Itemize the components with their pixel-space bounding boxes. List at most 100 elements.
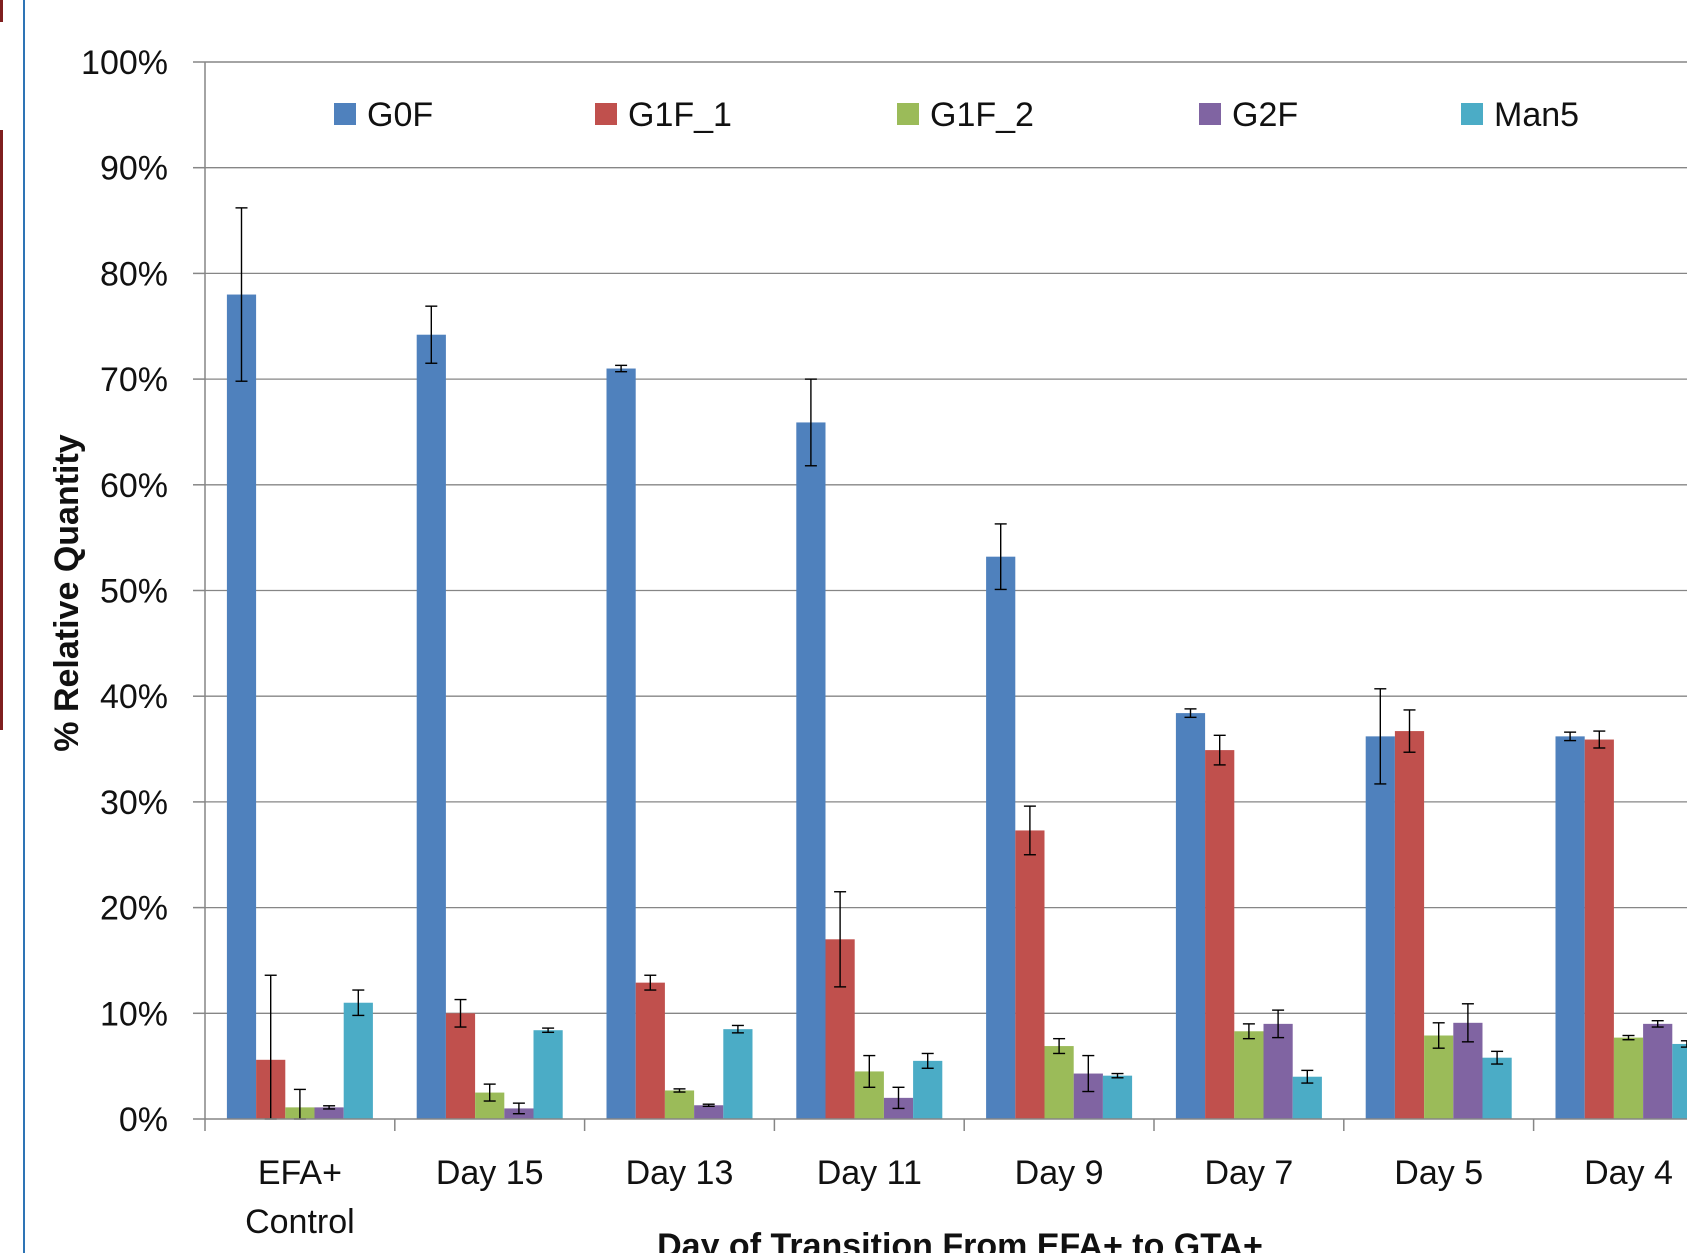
x-category-label: Day 7 xyxy=(1204,1154,1293,1192)
bar-g0f xyxy=(1365,736,1395,1119)
y-tick-label: 100% xyxy=(81,44,168,82)
bar-g1f-2 xyxy=(1424,1035,1454,1119)
legend: G0F G1F_1 G1F_2 G2F Man5 xyxy=(334,96,1579,134)
legend-label: G1F_1 xyxy=(628,96,732,134)
gridlines xyxy=(193,61,1687,1120)
error-bar xyxy=(994,523,1007,591)
slide-border-accent-bar xyxy=(0,130,3,730)
legend-item: G2F xyxy=(1199,96,1298,134)
legend-item: G1F_2 xyxy=(897,96,1034,134)
error-bar xyxy=(323,1105,336,1110)
y-axis-ticks: 0% 10% 20% 30% 40% 50% 60% 70% 80% 90% 100% xyxy=(81,44,168,1139)
error-bar xyxy=(1491,1050,1504,1065)
legend-swatch xyxy=(1199,103,1221,125)
legend-swatch xyxy=(595,103,617,125)
error-bar xyxy=(1213,734,1226,766)
bar-man5 xyxy=(723,1029,753,1119)
bar-g1f-1 xyxy=(635,982,665,1119)
x-axis-label: Day of Transition From EFA+ to GTA+ xyxy=(657,1227,1263,1253)
bar-g2f xyxy=(1263,1023,1293,1119)
x-category-label: Day 9 xyxy=(1015,1154,1104,1192)
error-bar xyxy=(1053,1037,1066,1055)
bar-g2f xyxy=(1643,1023,1673,1119)
bar-g2f xyxy=(694,1105,724,1119)
bar-g1f-1 xyxy=(1584,739,1614,1119)
error-bar xyxy=(673,1088,686,1093)
bar-g1f-1 xyxy=(1205,750,1235,1119)
legend-label: Man5 xyxy=(1494,96,1579,134)
error-bar xyxy=(1082,1054,1095,1093)
bar-g0f xyxy=(416,334,446,1119)
legend-swatch xyxy=(1461,103,1483,125)
bar-g1f-2 xyxy=(1613,1037,1644,1119)
error-bar xyxy=(352,989,365,1017)
x-category-label: Control xyxy=(245,1203,355,1241)
legend-label: G0F xyxy=(367,96,433,134)
legend-item: G1F_1 xyxy=(595,96,732,134)
bar-g0f xyxy=(796,422,826,1119)
x-category-label: Day 4 xyxy=(1584,1154,1673,1192)
slide-border-accent-tab xyxy=(0,0,3,22)
error-bar xyxy=(1461,1003,1474,1043)
error-bar xyxy=(1564,731,1577,742)
x-category-label: Day 5 xyxy=(1394,1154,1483,1192)
error-bar xyxy=(1111,1072,1124,1079)
error-bar xyxy=(1651,1019,1664,1028)
legend-swatch xyxy=(897,103,919,125)
x-axis-categories: EFA+ Control Day 15 Day 13 Day 11 Day 9 Day 7 D… xyxy=(245,1154,1673,1241)
error-bar xyxy=(921,1052,934,1069)
error-bar xyxy=(425,305,438,364)
bar-g2f xyxy=(314,1107,344,1119)
bar-g1f-2 xyxy=(664,1090,695,1119)
bar-g1f-1 xyxy=(445,1013,476,1119)
bar-man5 xyxy=(343,1002,373,1119)
error-bar xyxy=(863,1054,876,1088)
y-tick-label: 30% xyxy=(100,784,168,822)
error-bar xyxy=(1403,709,1416,753)
bar-g1f-2 xyxy=(1234,1031,1264,1119)
legend-label: G1F_2 xyxy=(930,96,1034,134)
error-bar xyxy=(1432,1022,1445,1049)
y-tick-label: 60% xyxy=(100,467,168,505)
bar-man5 xyxy=(913,1060,943,1119)
error-bar xyxy=(1023,805,1036,856)
error-bar xyxy=(1301,1069,1314,1084)
bar-man5 xyxy=(533,1030,563,1119)
error-bar xyxy=(1272,1009,1285,1039)
bar-man5 xyxy=(1672,1043,1687,1119)
bar-g0f xyxy=(986,556,1016,1119)
bar-man5 xyxy=(1102,1075,1133,1119)
bar-g0f xyxy=(1555,736,1585,1119)
y-tick-label: 40% xyxy=(100,678,168,716)
error-bar xyxy=(512,1102,525,1115)
bar-series xyxy=(226,294,1687,1119)
error-bar xyxy=(542,1027,555,1034)
bar-g1f-2 xyxy=(1044,1046,1074,1119)
error-bar xyxy=(702,1103,715,1108)
legend-label: G2F xyxy=(1232,96,1298,134)
bar-g1f-1 xyxy=(1015,830,1045,1119)
error-bars xyxy=(235,207,1687,1120)
bar-man5 xyxy=(1292,1076,1322,1119)
error-bar xyxy=(644,974,657,991)
error-bar xyxy=(1593,730,1606,749)
x-category-label: EFA+ xyxy=(258,1154,342,1192)
error-bar xyxy=(615,364,628,373)
error-bar xyxy=(454,998,467,1028)
error-bar xyxy=(804,378,817,467)
bar-g0f xyxy=(226,294,257,1119)
bar-g0f xyxy=(1175,713,1206,1119)
error-bar xyxy=(834,891,847,988)
x-axis xyxy=(204,1118,1687,1131)
y-tick-label: 80% xyxy=(100,255,168,293)
x-category-label: Day 11 xyxy=(817,1154,922,1192)
y-tick-label: 0% xyxy=(119,1101,168,1139)
x-category-label: Day 15 xyxy=(436,1154,544,1192)
bar-g0f xyxy=(606,368,636,1119)
legend-swatch xyxy=(334,103,356,125)
slide-left-border xyxy=(0,0,25,1253)
error-bar xyxy=(892,1086,905,1110)
bar-man5 xyxy=(1482,1057,1512,1119)
y-tick-label: 20% xyxy=(100,890,168,928)
